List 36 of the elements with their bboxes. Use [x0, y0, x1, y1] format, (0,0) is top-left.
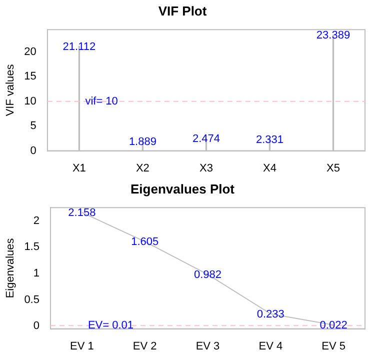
chart-title: Eigenvalues Plot [130, 181, 236, 196]
y-tick-label: 1 [33, 268, 40, 280]
y-tick-label: 10 [24, 95, 36, 108]
y-tick-label: 15 [24, 70, 36, 83]
y-tick-label: 2 [33, 214, 40, 227]
x-tick-label: X5 [326, 162, 340, 174]
x-tick-label: EV 4 [258, 340, 283, 352]
data-label: 1.605 [131, 236, 159, 248]
x-tick-label: X3 [199, 162, 213, 174]
y-tick-label: 0 [30, 144, 36, 157]
data-label: 21.112 [62, 40, 96, 53]
y-tick-label: 5 [30, 120, 36, 132]
data-label: 23.389 [316, 30, 350, 42]
data-label: 0.982 [194, 268, 222, 281]
data-label: 2.158 [68, 206, 96, 219]
data-label: 1.889 [128, 136, 156, 148]
ref-line-label: EV= 0.01 [88, 320, 134, 332]
x-tick-label: EV 5 [322, 340, 346, 352]
x-tick-label: X4 [262, 162, 276, 174]
x-tick-label: EV 2 [132, 340, 157, 352]
x-tick-label: X2 [136, 162, 150, 174]
y-axis-title: VIF values [4, 64, 17, 116]
data-label: 2.331 [256, 134, 284, 146]
data-label: 0.233 [256, 308, 284, 320]
x-tick-label: X1 [72, 162, 86, 174]
y-axis-title: Eigenvalues [4, 238, 17, 298]
data-label: 0.022 [320, 320, 348, 332]
x-tick-label: EV 3 [196, 340, 220, 352]
y-tick-label: 20 [24, 46, 36, 58]
chart-title: VIF Plot [158, 3, 208, 18]
ref-line-label: vif= 10 [85, 95, 118, 108]
data-label: 2.474 [192, 133, 220, 146]
y-tick-label: 0 [33, 320, 40, 332]
y-tick-label: 0.5 [24, 294, 40, 306]
x-tick-label: EV 1 [70, 340, 94, 352]
y-tick-label: 1.5 [24, 241, 40, 254]
